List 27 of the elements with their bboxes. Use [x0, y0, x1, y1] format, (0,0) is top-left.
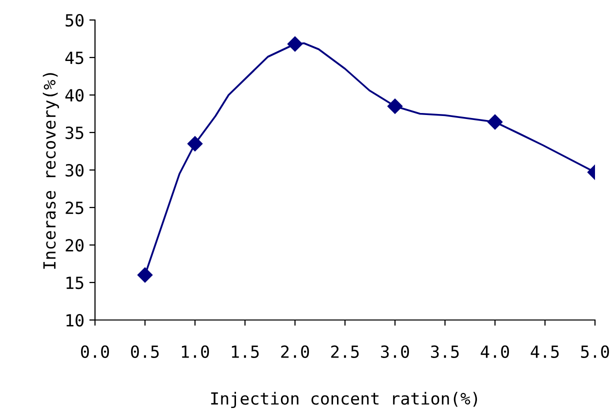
y-tick-label: 30 — [66, 164, 84, 177]
x-tick-label: 5.0 — [581, 345, 609, 358]
point — [187, 136, 203, 152]
x-tick-label: 2.0 — [281, 345, 309, 358]
x-axis-title: Injection concent ration(%) — [211, 392, 477, 408]
y-tick-label: 40 — [65, 89, 84, 102]
x-tick-label: 4.5 — [530, 346, 559, 358]
point — [287, 36, 303, 52]
y-axis-title: Incerase recovery(%) — [42, 73, 59, 269]
point — [387, 98, 403, 114]
y-tick-label: 20 — [66, 239, 84, 252]
y-tick-label: 35 — [66, 126, 84, 140]
x-tick-label: 3.5 — [431, 345, 459, 358]
x-tick-label: 1.5 — [232, 346, 259, 358]
point — [487, 114, 503, 130]
y-tick-label: 25 — [66, 202, 84, 214]
x-tick-label: 0.0 — [81, 345, 109, 358]
point — [137, 267, 153, 283]
x-tick-label: 0.5 — [131, 345, 159, 358]
x-tick-label: 2.5 — [331, 345, 359, 358]
y-tick-label: 15 — [66, 276, 84, 290]
y-tick-label: 10 — [66, 314, 84, 327]
x-tick-label: 4.0 — [480, 345, 509, 358]
x-tick-label: 3.0 — [381, 345, 409, 358]
x-tick-label: 1.0 — [182, 345, 209, 358]
y-tick-label: 45 — [65, 52, 84, 64]
y-tick-label: 50 — [66, 14, 84, 27]
